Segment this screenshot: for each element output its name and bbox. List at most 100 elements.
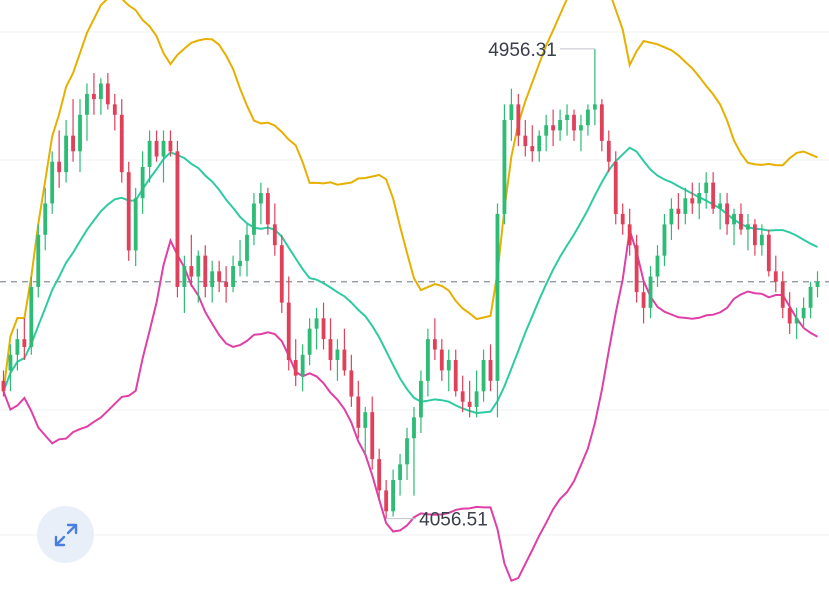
candle	[592, 48, 597, 126]
candle-body	[398, 464, 402, 480]
candle	[391, 469, 396, 517]
candle-body	[182, 266, 187, 287]
candle-body	[704, 182, 709, 194]
candle	[57, 130, 62, 188]
candle	[579, 114, 583, 152]
expand-chart-button[interactable]	[37, 506, 94, 563]
candle	[815, 271, 820, 298]
candle-body	[676, 208, 681, 214]
candle-body	[384, 490, 389, 512]
candle-body	[474, 391, 479, 407]
candle	[446, 349, 451, 392]
candle-body	[565, 114, 569, 120]
candle	[432, 318, 437, 360]
candle	[342, 328, 347, 376]
candles-group	[1, 48, 820, 519]
candle-body	[210, 271, 215, 287]
candle	[384, 480, 389, 519]
candle-body	[231, 266, 235, 287]
candle-body	[272, 224, 277, 246]
candle	[377, 448, 382, 501]
candle-body	[279, 245, 284, 303]
candle-body	[634, 245, 639, 293]
candle-body	[773, 271, 778, 282]
candle-body	[175, 151, 180, 287]
candle	[474, 370, 479, 418]
candle	[739, 203, 743, 235]
candle	[690, 182, 695, 214]
candle	[662, 213, 667, 267]
candle-body	[328, 339, 333, 360]
expand-arrows-icon	[54, 523, 77, 546]
candle-body	[217, 271, 222, 282]
candle-body	[15, 339, 20, 355]
candle	[356, 380, 361, 439]
candle-body	[1, 380, 6, 392]
middle-bollinger-band	[2, 146, 818, 415]
candle	[495, 203, 500, 418]
candle-body	[321, 318, 326, 340]
candle-body	[655, 255, 660, 277]
candle-body	[370, 412, 375, 460]
candle-body	[780, 281, 785, 308]
candle	[419, 370, 423, 434]
candle	[481, 349, 486, 402]
candle	[126, 161, 131, 261]
candle	[572, 109, 576, 141]
candle-body	[467, 401, 472, 407]
candle	[669, 198, 674, 240]
candle-body	[356, 396, 361, 428]
candle	[641, 281, 646, 324]
candle	[599, 99, 604, 152]
candle	[140, 151, 145, 214]
candle-body	[349, 370, 354, 397]
candle-body	[683, 198, 688, 214]
candle-body	[245, 234, 249, 261]
candle	[759, 224, 764, 256]
candle	[210, 260, 215, 303]
candle-body	[537, 135, 542, 152]
candle	[349, 354, 354, 407]
candle-body	[8, 354, 13, 371]
candle-body	[133, 198, 138, 251]
candle-body	[697, 193, 702, 204]
candle-body	[224, 281, 229, 287]
candle-body	[599, 104, 604, 141]
candle	[502, 104, 507, 225]
candle-body	[669, 208, 674, 225]
candle-body	[335, 349, 340, 360]
candle-body	[572, 114, 576, 131]
candle	[252, 193, 256, 246]
candle-body	[189, 266, 194, 277]
candle-body	[801, 307, 806, 319]
candle	[50, 151, 55, 214]
candle-body	[509, 104, 514, 120]
candle-body	[419, 380, 423, 418]
candle	[321, 302, 326, 350]
candle	[189, 234, 194, 287]
candle	[488, 344, 493, 392]
candle-body	[530, 146, 535, 152]
candle-body	[488, 360, 493, 381]
candle	[453, 349, 458, 397]
candle	[328, 318, 333, 371]
candle	[265, 187, 270, 235]
candle	[300, 344, 305, 392]
candle	[29, 276, 34, 355]
candle-body	[523, 135, 528, 147]
candle-body	[300, 354, 305, 376]
candle-body	[453, 360, 458, 392]
candle	[217, 260, 222, 293]
candle-body	[314, 318, 319, 329]
candle	[22, 318, 27, 360]
candle-body	[808, 286, 813, 308]
candle	[725, 193, 729, 235]
candle	[439, 339, 444, 381]
candle-body	[196, 255, 201, 277]
candle-body	[238, 260, 242, 267]
candle-body	[78, 114, 82, 152]
candle-body	[592, 104, 597, 110]
candle	[258, 182, 263, 225]
candle	[398, 453, 402, 496]
